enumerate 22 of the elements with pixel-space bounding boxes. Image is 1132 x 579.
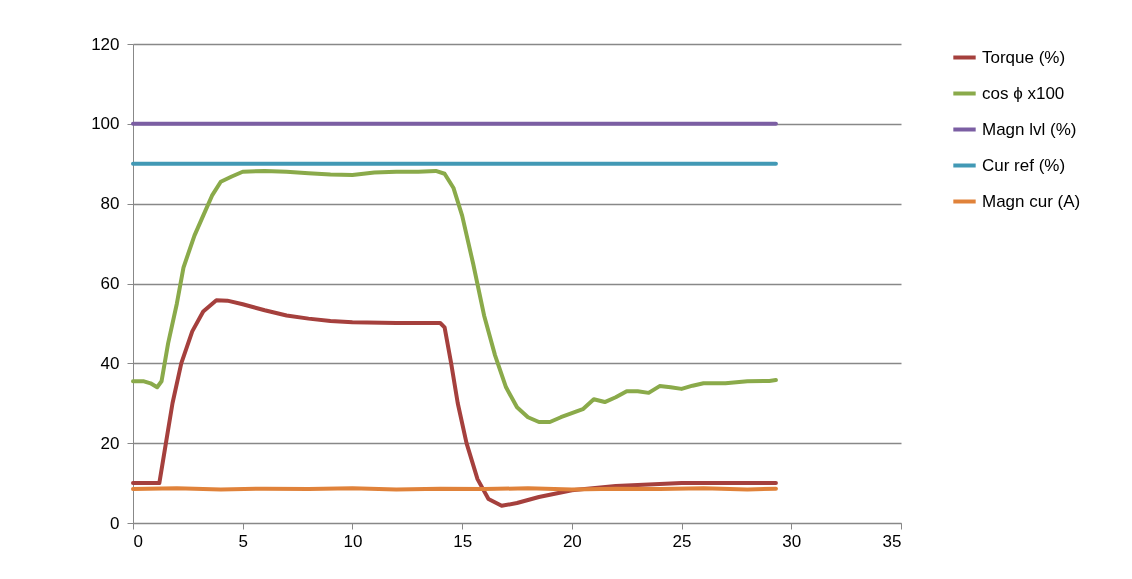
x-tick-label: 15: [453, 531, 473, 551]
legend-label: Cur ref (%): [982, 155, 1066, 175]
y-tick-label: 40: [100, 353, 120, 373]
y-tick-label: 0: [110, 513, 120, 533]
legend-label: Magn cur (A): [982, 191, 1081, 211]
x-tick-label: 20: [562, 531, 582, 551]
x-tick-label: 30: [782, 531, 802, 551]
x-tick-label: 10: [343, 531, 363, 551]
y-tick-label: 60: [100, 274, 120, 293]
legend-label: cos ϕ x100: [982, 83, 1065, 103]
y-tick-label: 20: [100, 433, 120, 453]
legend-label: Torque (%): [982, 47, 1066, 67]
legend-label: Magn lvl (%): [982, 119, 1077, 139]
y-tick-label: 80: [100, 194, 120, 214]
line-series: [131, 168, 778, 425]
x-tick-label: 35: [882, 531, 902, 551]
x-tick-label: 5: [238, 531, 248, 551]
y-tick-label: 120: [91, 34, 120, 54]
x-tick-label: 25: [672, 531, 692, 551]
y-tick-label: 100: [91, 114, 120, 134]
x-tick-label: 0: [133, 531, 143, 551]
line-series: [131, 298, 778, 508]
